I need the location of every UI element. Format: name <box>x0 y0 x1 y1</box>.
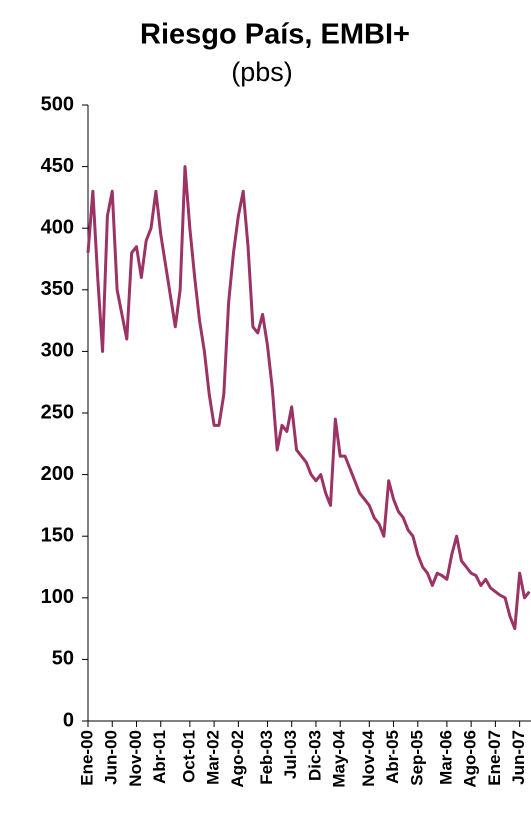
x-tick-label: Jun-07 <box>509 730 528 785</box>
y-tick-label: 100 <box>41 586 74 608</box>
chart-subtitle: (pbs) <box>231 57 293 87</box>
y-tick-label: 200 <box>41 463 74 485</box>
x-tick-label: Nov-00 <box>126 730 145 787</box>
x-tick-label: Ene-07 <box>485 730 504 786</box>
y-tick-label: 500 <box>41 93 74 115</box>
x-tick-label: May-04 <box>330 729 349 787</box>
x-tick-label: Mar-06 <box>436 730 455 785</box>
y-tick-label: 300 <box>41 340 74 362</box>
x-tick-label: Ago-06 <box>461 730 480 788</box>
x-tick-label: Jun-00 <box>102 730 121 785</box>
y-tick-label: 50 <box>52 648 74 670</box>
chart-title: Riesgo País, EMBI+ <box>140 19 410 51</box>
y-tick-label: 150 <box>41 524 74 546</box>
x-tick-label: Sep-05 <box>407 730 426 786</box>
data-line <box>86 165 531 631</box>
y-tick-label: 0 <box>63 709 74 731</box>
x-tick-label: Abr-01 <box>150 730 169 784</box>
x-tick-label: Nov-04 <box>359 729 378 786</box>
x-tick-label: Ene-00 <box>77 730 96 786</box>
y-tick-label: 250 <box>41 401 74 423</box>
x-tick-label: Feb-03 <box>257 730 276 785</box>
x-tick-label: Jul-03 <box>281 730 300 779</box>
y-tick-label: 350 <box>41 278 74 300</box>
x-tick-label: Dic-03 <box>305 730 324 781</box>
x-tick-label: Abr-05 <box>383 730 402 784</box>
y-tick-label: 450 <box>41 155 74 177</box>
x-tick-label: Oct-01 <box>179 730 198 783</box>
y-tick-label: 400 <box>41 216 74 238</box>
x-tick-label: Ago-02 <box>228 730 247 788</box>
x-tick-label: Mar-02 <box>204 730 223 785</box>
